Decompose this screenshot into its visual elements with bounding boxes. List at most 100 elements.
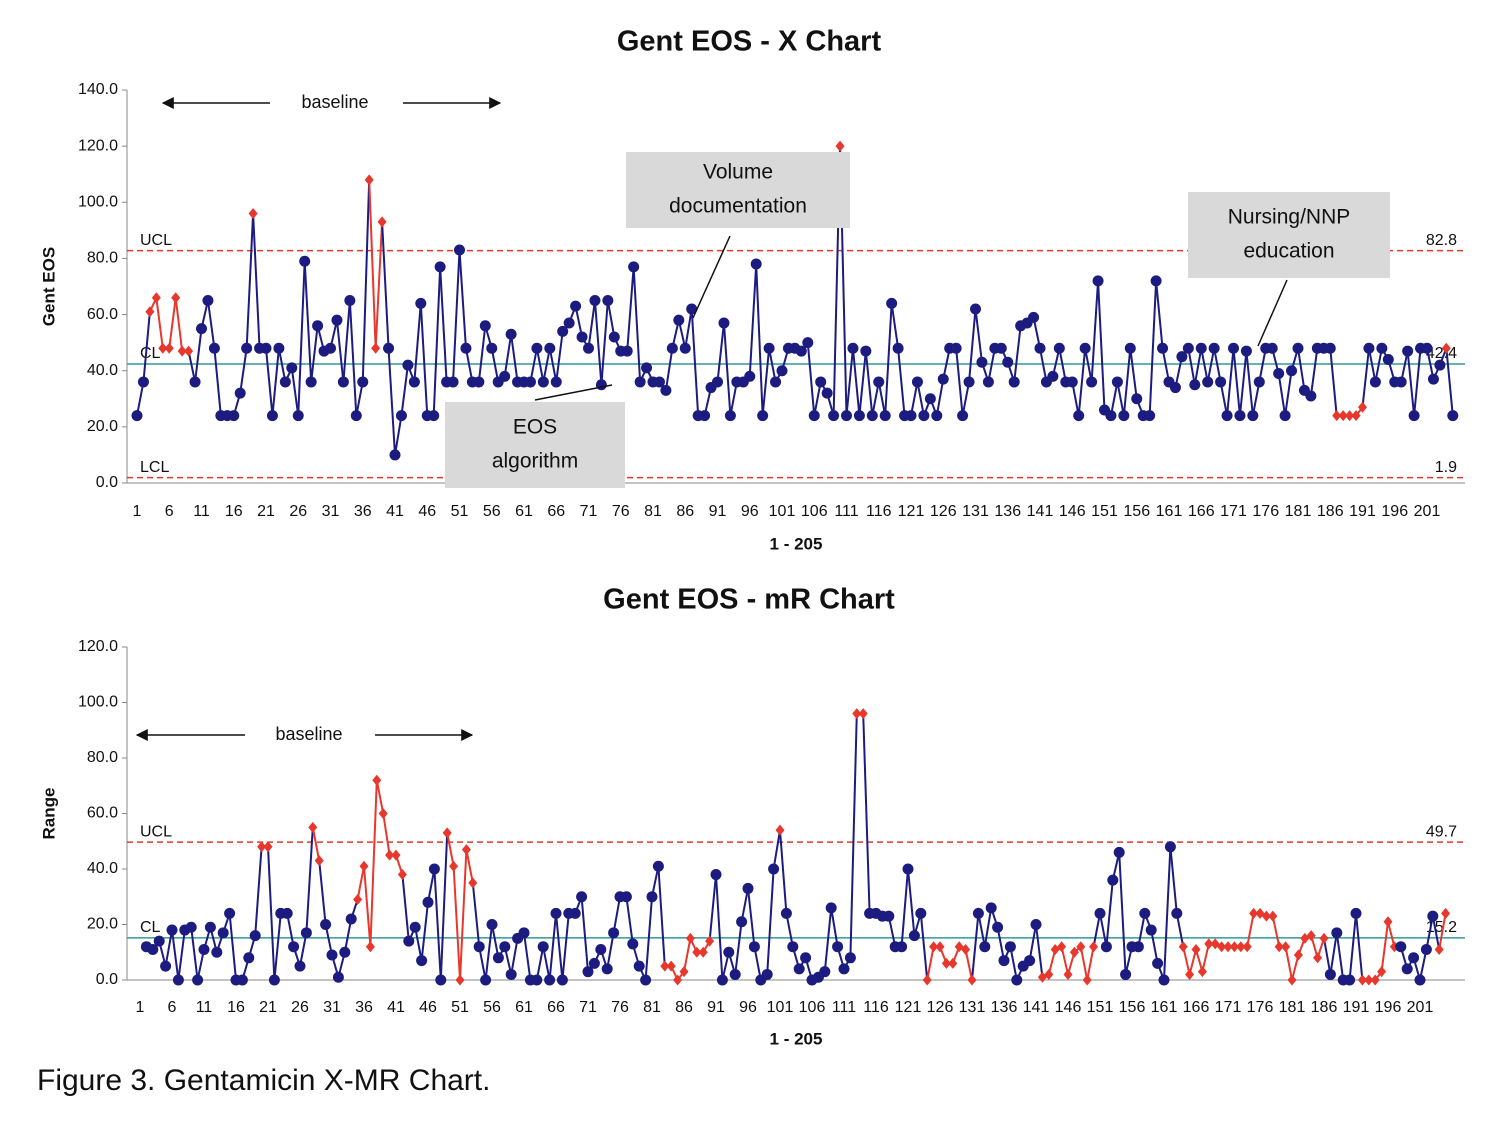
point-marker: [601, 963, 613, 975]
line-segment: [806, 342, 816, 416]
y-tick-label: 20.0: [87, 916, 118, 933]
line-segment: [964, 949, 973, 981]
annotation: baseline: [275, 724, 342, 744]
point-marker: [976, 356, 988, 368]
line-segment: [1219, 381, 1229, 416]
line-segment: [1148, 280, 1158, 416]
signal-marker: [1268, 910, 1278, 922]
point-marker: [608, 927, 620, 939]
line-segment: [542, 946, 551, 981]
point-marker: [1344, 974, 1356, 986]
point-marker: [1066, 376, 1078, 388]
point-marker: [1152, 957, 1164, 969]
signal-marker: [967, 974, 977, 986]
line-segment: [1161, 348, 1170, 383]
x-tick-label: 141: [1023, 999, 1050, 1016]
point-marker: [499, 941, 511, 953]
signal-marker: [455, 974, 465, 986]
y-tick-label: 100.0: [78, 694, 118, 711]
line-segment: [983, 907, 993, 947]
point-marker: [224, 907, 236, 919]
point-marker: [1028, 311, 1040, 323]
point-marker: [1158, 974, 1170, 986]
signal-marker: [1217, 941, 1227, 953]
point-marker: [815, 376, 827, 388]
point-marker: [860, 345, 872, 357]
point-marker: [748, 941, 760, 953]
x-tick-label: 141: [1027, 503, 1054, 520]
x-tick-label: 166: [1183, 999, 1210, 1016]
point-marker: [326, 949, 338, 961]
point-marker: [1092, 275, 1104, 287]
line-segment: [849, 713, 858, 958]
point-marker: [1145, 924, 1157, 936]
x-tick-label: 91: [707, 999, 725, 1016]
point-marker: [1369, 376, 1381, 388]
point-marker: [679, 342, 691, 354]
point-marker: [793, 963, 805, 975]
line-segment: [600, 300, 609, 385]
point-marker: [985, 902, 997, 914]
line-segment: [955, 348, 964, 416]
point-marker: [312, 320, 324, 332]
line-segment: [510, 938, 519, 975]
point-marker: [1202, 376, 1214, 388]
line-segment: [884, 303, 893, 416]
signal-marker: [1223, 941, 1233, 953]
x-tick-label: 26: [289, 503, 307, 520]
signal-marker: [1249, 907, 1259, 919]
point-marker: [1086, 376, 1098, 388]
signal-marker: [1357, 974, 1367, 986]
point-marker: [915, 907, 927, 919]
x-tick-label: 106: [801, 503, 828, 520]
line-segment: [267, 846, 276, 981]
point-marker: [505, 328, 517, 340]
callout-text: education: [1243, 240, 1334, 263]
x-tick-label: 151: [1087, 999, 1114, 1016]
signal-marker: [1293, 949, 1303, 961]
callout-box: [445, 402, 625, 488]
y-tick-label: 60.0: [87, 306, 118, 323]
x-tick-label: 11: [196, 999, 213, 1016]
line-segment: [1086, 946, 1095, 981]
point-marker: [998, 955, 1010, 967]
line-segment: [1105, 880, 1114, 947]
x-tick-label: 61: [515, 999, 533, 1016]
point-marker: [853, 410, 865, 422]
signal-marker: [1274, 941, 1284, 953]
y-tick-label: 0.0: [96, 474, 118, 491]
x-tick-label: 31: [322, 503, 340, 520]
signal-marker: [442, 827, 452, 839]
signal-marker: [1377, 966, 1387, 978]
point-marker: [576, 891, 588, 903]
line-segment: [871, 381, 880, 416]
line-segment: [740, 888, 749, 922]
point-marker: [331, 314, 343, 326]
point-marker: [350, 410, 362, 422]
point-marker: [299, 255, 311, 267]
point-marker: [1421, 342, 1433, 354]
x-tick-label: 136: [994, 503, 1021, 520]
signal-marker: [385, 849, 395, 861]
line-segment: [305, 827, 314, 933]
line-segment: [190, 927, 199, 981]
line-segment: [194, 328, 203, 383]
point-marker: [911, 376, 923, 388]
line-segment: [657, 866, 666, 967]
point-marker: [780, 907, 792, 919]
x-tick-label: 56: [483, 999, 501, 1016]
point-marker: [557, 325, 569, 337]
point-marker: [563, 317, 575, 329]
line-segment: [1092, 913, 1101, 947]
point-marker: [908, 930, 920, 942]
line-segment: [968, 308, 977, 383]
point-marker: [1150, 275, 1162, 287]
line-segment: [464, 348, 474, 383]
line-segment: [996, 927, 1005, 961]
point-marker: [1221, 410, 1233, 422]
line-segment: [593, 300, 603, 385]
line-segment: [1079, 946, 1089, 981]
point-marker: [479, 320, 491, 332]
line-segment: [1193, 348, 1203, 385]
point-marker: [460, 342, 472, 354]
